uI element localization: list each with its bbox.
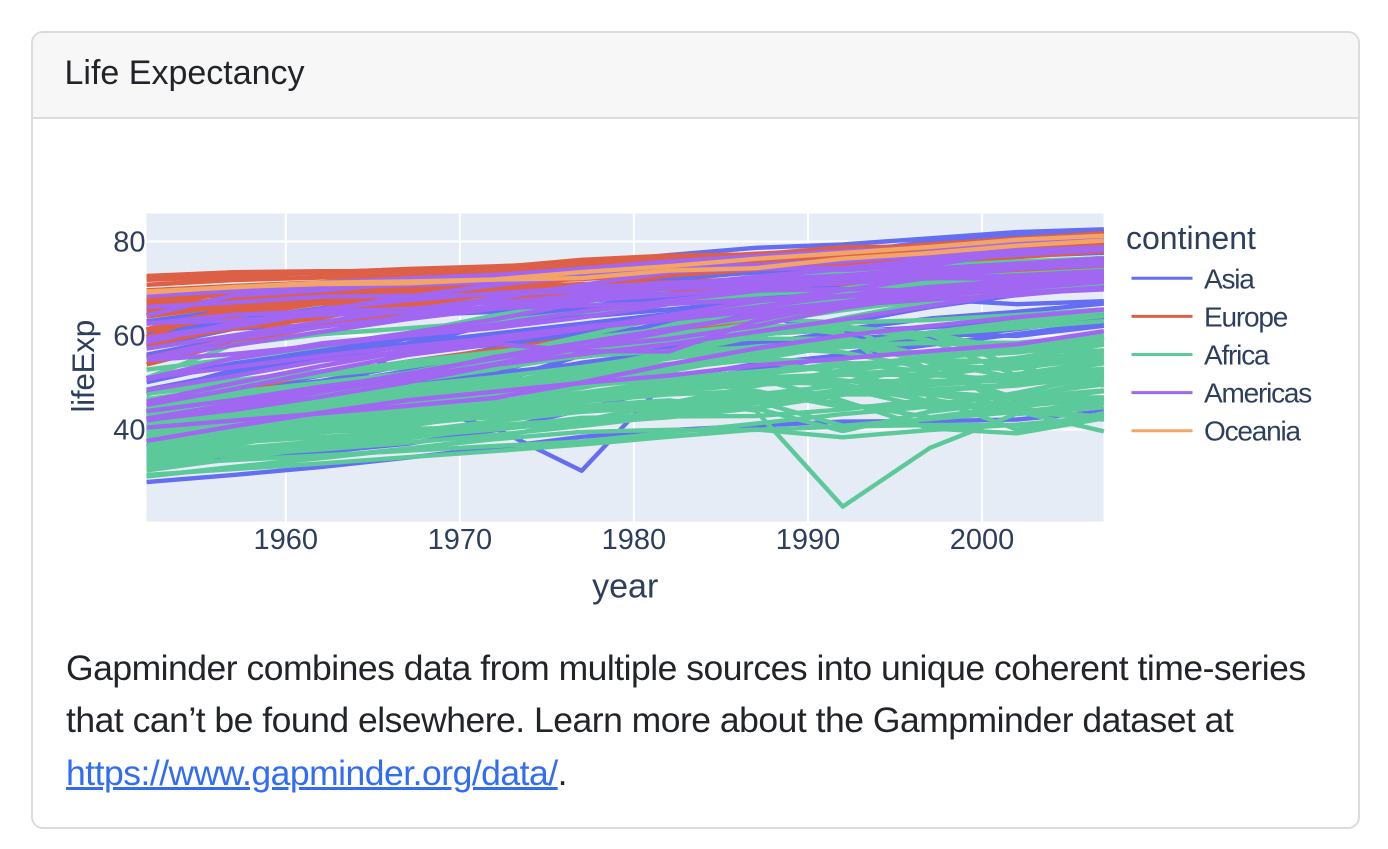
- svg-text:lifeExp: lifeExp: [65, 320, 101, 412]
- svg-text:1990: 1990: [776, 524, 841, 556]
- svg-text:continent: continent: [1126, 220, 1256, 256]
- svg-text:1980: 1980: [602, 524, 667, 556]
- svg-text:60: 60: [113, 321, 145, 353]
- svg-text:Americas: Americas: [1204, 378, 1311, 409]
- svg-text:year: year: [592, 568, 658, 606]
- svg-text:40: 40: [113, 415, 145, 447]
- svg-text:80: 80: [113, 227, 145, 259]
- svg-text:2000: 2000: [950, 524, 1015, 556]
- svg-text:Africa: Africa: [1204, 340, 1270, 371]
- svg-text:1960: 1960: [254, 524, 319, 556]
- svg-text:Asia: Asia: [1204, 263, 1255, 294]
- svg-text:Europe: Europe: [1204, 301, 1288, 332]
- svg-text:Oceania: Oceania: [1204, 416, 1302, 447]
- svg-text:1970: 1970: [428, 524, 493, 556]
